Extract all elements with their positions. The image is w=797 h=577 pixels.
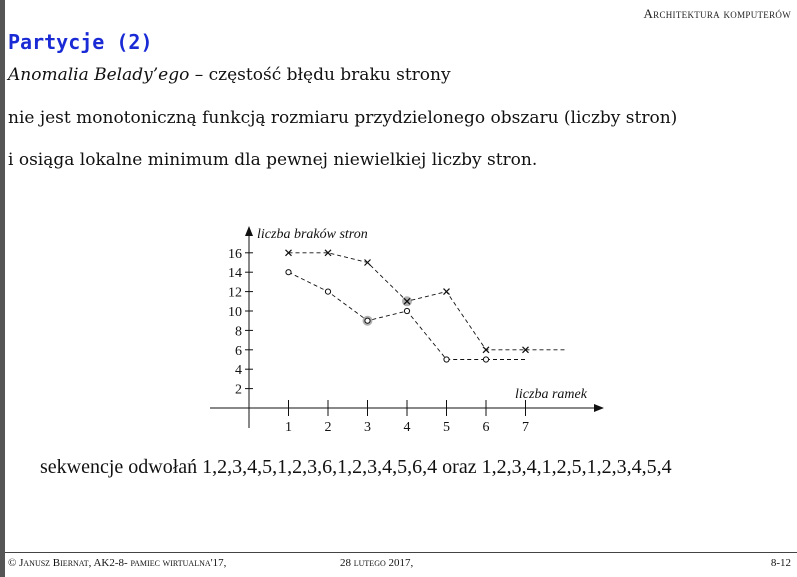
series-line-2 [288,271,486,360]
x-marker-point [522,346,529,354]
x-axis-label: liczba ramek [515,387,588,402]
circle-marker-point [285,269,292,276]
anomaly-term: Anomalia Belady’ego [8,65,190,85]
y-tick-label: 12 [228,286,242,301]
y-tick-label: 2 [235,383,242,398]
x-tick-label: 6 [483,420,490,433]
text-line-1-rest: – częstość błędu braku strony [189,65,451,85]
footer-page-number: 8-12 [770,557,791,569]
x-marker-point [364,259,371,266]
x-marker-point [482,346,490,354]
x-marker-point [285,249,292,257]
x-marker-point [324,249,332,257]
circle-marker-point [482,356,490,363]
footer-date: 28 lutego 2017, [340,557,414,569]
text-line-2: nie jest monotoniczną funkcją rozmiaru p… [8,108,678,128]
x-tick-label: 1 [285,420,292,433]
circle-marker-point [364,317,371,324]
x-marker-point [403,297,411,305]
y-tick-label: 4 [235,363,242,378]
x-tick-label: 3 [364,420,371,433]
circle-marker-point [403,307,411,315]
x-tick-label: 7 [522,420,529,433]
y-tick-label: 6 [235,344,242,359]
x-tick-label: 2 [325,420,332,433]
reference-sequences-caption: sekwencje odwołań 1,2,3,4,5,1,2,3,6,1,2,… [40,456,672,478]
left-edge-bar [0,0,5,577]
slide-title: Partycje (2) [8,30,153,54]
y-axis-label: liczba braków stron [257,227,368,242]
y-tick-label: 8 [235,324,242,339]
x-marker-point [443,288,450,296]
footer-divider [5,552,797,553]
course-header: Architektura komputerów [643,6,791,21]
footer-author: © Janusz Biernat, AK2-8- pamiec wirtualn… [8,557,227,569]
x-tick-label: 4 [404,420,411,433]
text-line-1: Anomalia Belady’ego – częstość błędu bra… [8,65,451,85]
x-axis-arrow [594,404,604,412]
x-tick-label: 5 [443,420,450,433]
y-tick-label: 14 [228,266,242,281]
circle-marker-point [324,288,332,295]
y-tick-label: 16 [228,247,242,262]
text-line-3: i osiąga lokalne minimum dla pewnej niew… [8,150,538,170]
y-tick-label: 10 [228,305,242,320]
circle-marker-point [443,356,450,363]
y-axis-arrow [245,226,253,236]
